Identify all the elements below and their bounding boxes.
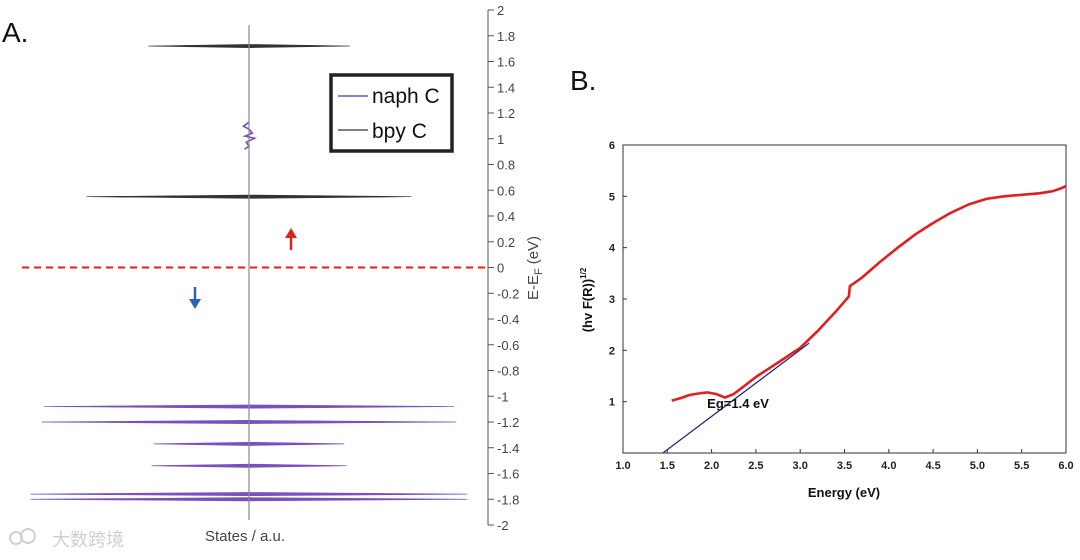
energy-tick-label: 0.2 — [497, 235, 515, 250]
energy-tick-label: 1.2 — [497, 106, 515, 121]
energy-tick-label: 1 — [497, 132, 504, 147]
dos-peak-spin-down — [41, 420, 250, 424]
states-axis-title: States / a.u. — [205, 528, 285, 545]
watermark-logo-icon-2 — [20, 528, 36, 544]
energy-axis-title: E-EF (eV) — [525, 236, 545, 300]
tauc-series-group — [662, 184, 1067, 454]
energy-tick-label: 0.4 — [497, 209, 515, 224]
y-tick-label: 4 — [609, 243, 616, 255]
x-tick-label: 1.5 — [660, 460, 675, 472]
energy-tick-label: 0 — [497, 261, 504, 276]
plot-frame — [622, 144, 1067, 454]
energy-x-axis-title: Energy (eV) — [808, 485, 880, 500]
x-tick-label: 2.5 — [748, 460, 763, 472]
energy-tick-label: -1.2 — [497, 415, 519, 430]
legend-label-bpy: bpy C — [372, 120, 427, 143]
energy-tick-label: 1.8 — [497, 29, 515, 44]
tauc-axis-ticks: 1.0 1.5 2.0 2.5 3.0 3.5 4.0 4.5 5.0 5.5 6.0 1 2 3 4 5 6 — [609, 140, 1074, 472]
dos-plot: 2 1.8 1.6 1.4 1.2 1 0.8 0.6 0.4 0.2 0 -0.2 -0.4 -0.6 -… — [22, 3, 545, 545]
tauc-y-axis-title-main: (hv F(R)) — [580, 279, 595, 332]
legend: naph C bpy C — [329, 73, 454, 153]
energy-axis-ticks: 2 1.8 1.6 1.4 1.2 1 0.8 0.6 0.4 0.2 0 -0.2 -0.4 -0.6 -… — [488, 3, 519, 533]
energy-tick-label: -0.6 — [497, 338, 519, 353]
dos-peak-spin-up — [248, 404, 454, 409]
y-tick-label: 3 — [609, 294, 615, 306]
x-tick-label: 2.0 — [704, 460, 719, 472]
energy-axis-title-unit: (eV) — [525, 236, 542, 264]
y-tick-label: 2 — [609, 345, 615, 357]
energy-tick-label: -2 — [497, 518, 509, 533]
energy-tick-label: -0.2 — [497, 286, 519, 301]
x-tick-label: 5.0 — [970, 460, 985, 472]
energy-tick-label: -0.4 — [497, 312, 519, 327]
x-tick-label: 4.0 — [881, 460, 896, 472]
y-tick-label: 1 — [609, 397, 615, 409]
energy-tick-label: 2 — [497, 3, 504, 18]
dos-peak-spin-up — [248, 194, 412, 199]
energy-tick-label: 0.6 — [497, 183, 515, 198]
dos-peak-spin-up — [248, 420, 457, 424]
y-tick-label: 6 — [609, 140, 615, 152]
tauc-y-axis-title: (hv F(R))1/2 — [579, 267, 595, 332]
x-tick-label: 4.5 — [925, 460, 940, 472]
tauc-y-axis-title-sup: 1/2 — [579, 267, 588, 279]
x-tick-label: 3.5 — [837, 460, 852, 472]
energy-tick-label: 1.4 — [497, 80, 515, 95]
watermark-logo-icon — [9, 531, 23, 545]
dos-peak-spin-up — [248, 463, 347, 468]
dos-peak-spin-up — [248, 44, 350, 49]
energy-tick-label: -0.8 — [497, 364, 519, 379]
energy-tick-label: -1.4 — [497, 441, 519, 456]
tauc-plot: 1.0 1.5 2.0 2.5 3.0 3.5 4.0 4.5 5.0 5.5 6.0123456 … — [579, 140, 1074, 500]
band-gap-annotation: Eg=1.4 eV — [707, 396, 769, 411]
energy-tick-label: 1.6 — [497, 55, 515, 70]
panel-b-label: B. — [570, 65, 596, 96]
legend-box — [329, 73, 454, 153]
dos-peak-spin-down — [151, 463, 250, 468]
tangent-fit-line — [662, 342, 810, 454]
legend-label-naph: naph C — [372, 85, 440, 108]
dos-peak-spin-down — [30, 497, 250, 502]
energy-tick-label: -1.6 — [497, 467, 519, 482]
watermark: 大数跨境 — [9, 528, 124, 551]
dos-peak-spin-down — [86, 194, 250, 199]
x-tick-label: 6.0 — [1058, 460, 1073, 472]
energy-axis-title-sub: F — [533, 268, 545, 275]
dos-peak-spin-down — [44, 404, 250, 409]
dos-peak-spin-up — [248, 492, 468, 497]
x-tick-label: 3.0 — [793, 460, 808, 472]
energy-tick-label: -1 — [497, 389, 509, 404]
spin-up-arrow-icon — [285, 228, 297, 238]
energy-tick-label: -1.8 — [497, 492, 519, 507]
dos-peak-spin-up — [248, 441, 345, 446]
naph-small-peak — [241, 121, 258, 150]
dos-peak-spin-down — [148, 44, 250, 49]
spin-arrows — [189, 228, 297, 309]
dos-peak-spin-down — [30, 492, 250, 497]
spin-down-arrow-icon — [189, 299, 201, 309]
watermark-text: 大数跨境 — [52, 530, 124, 551]
panel-a-label: A. — [2, 17, 28, 48]
dos-peak-spin-down — [153, 441, 250, 446]
measured-curve — [671, 184, 1067, 402]
energy-axis-title-main: E-E — [525, 275, 542, 300]
dos-peak-spin-up — [248, 497, 468, 502]
energy-tick-label: 0.8 — [497, 158, 515, 173]
y-tick-label: 5 — [609, 191, 615, 203]
x-tick-label: 1.0 — [615, 460, 630, 472]
x-tick-label: 5.5 — [1014, 460, 1029, 472]
